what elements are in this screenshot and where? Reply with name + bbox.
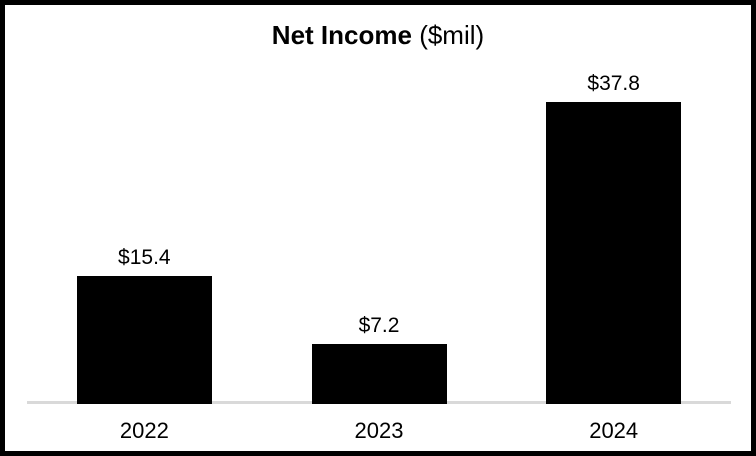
bar-group-2024: $37.8 <box>496 72 731 404</box>
x-axis-labels: 2022 2023 2024 <box>27 418 731 444</box>
bar-value-label: $15.4 <box>118 246 171 269</box>
bar-value-label: $7.2 <box>358 314 400 337</box>
bar-group-2023: $7.2 <box>262 72 497 404</box>
chart-title-main: Net Income <box>271 20 412 50</box>
bar-group-2022: $15.4 <box>27 72 262 404</box>
plot-area: $15.4 $7.2 $37.8 <box>27 72 731 404</box>
x-axis-label: 2023 <box>354 418 404 443</box>
bar <box>76 276 212 404</box>
bar <box>546 102 682 404</box>
x-axis-label: 2022 <box>119 418 169 443</box>
chart-title: Net Income ($mil) <box>5 19 751 51</box>
chart-title-unit: ($mil) <box>419 20 485 50</box>
bar <box>311 344 447 404</box>
bar-value-label: $37.8 <box>587 72 640 95</box>
x-axis-label: 2024 <box>589 418 639 443</box>
